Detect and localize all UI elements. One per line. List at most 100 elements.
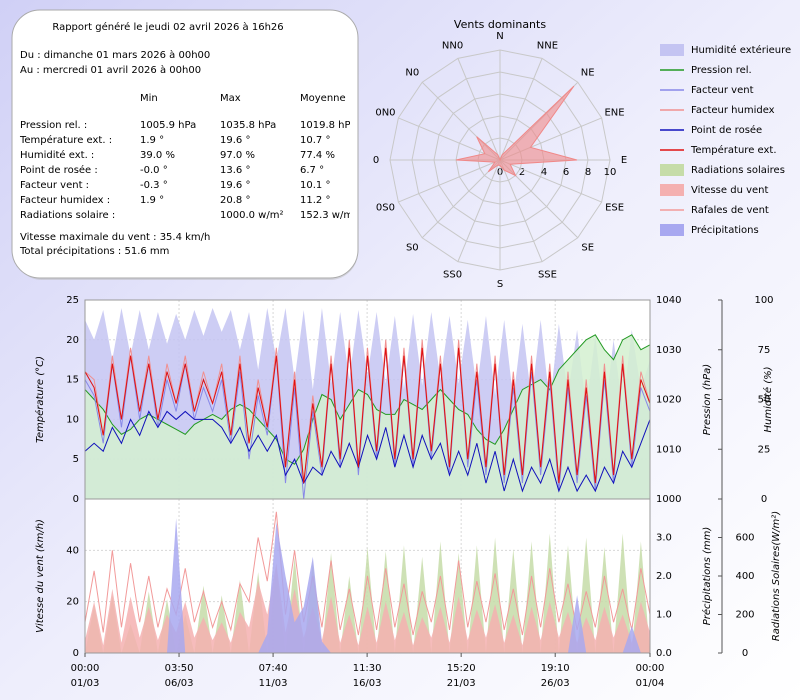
y-tick-label: 40	[66, 545, 79, 556]
x-tick-date: 01/04	[636, 678, 665, 689]
row-max: 97.0 %	[220, 150, 255, 161]
y3-axis-title: Radiations Solaires(W/m²)	[771, 511, 782, 641]
row-label: Humidité ext. :	[20, 149, 94, 161]
area	[85, 533, 650, 653]
radar-spoke	[499, 159, 602, 203]
radar-direction: SS0	[443, 270, 462, 281]
y2-tick-label: 1030	[656, 345, 681, 356]
y2-tick-label: 1000	[656, 494, 681, 505]
row-mean: 77.4 %	[300, 150, 335, 161]
x-tick-label: 00:00	[636, 663, 665, 674]
radar-direction: NNE	[537, 40, 558, 51]
legend-swatch	[660, 184, 684, 196]
area	[85, 334, 650, 499]
radar-spoke	[499, 159, 543, 262]
y3-tick-label: 75	[758, 345, 771, 356]
y3-tick-label: 100	[754, 295, 773, 306]
y2-tick-label: 1020	[656, 395, 681, 406]
row-mean: 6.7 °	[300, 165, 324, 176]
row-mean: 10.1 °	[300, 180, 330, 191]
y2-tick-label: 1010	[656, 444, 681, 455]
plots: Vents dominants 0 2 4 6 8 10 N NNE NE ENE E ESE SE SSE…	[34, 18, 791, 689]
row-label: Facteur humidex :	[20, 195, 110, 206]
x-tick-date: 26/03	[541, 678, 570, 689]
row-mean: 152.3 w/m²	[300, 210, 357, 221]
y-tick-label: 20	[66, 597, 79, 608]
line	[84, 410, 651, 493]
legend-label: Radiations solaires	[691, 165, 785, 176]
radar-area	[455, 85, 578, 177]
y2-tick-label: 1040	[656, 295, 681, 306]
row-min: -0.3 °	[140, 180, 168, 191]
radar-spoke	[457, 58, 501, 161]
radar-direction: SE	[581, 243, 594, 254]
x-tick-label: 11:30	[353, 663, 382, 674]
y-tick-label: 20	[66, 335, 79, 346]
radar-direction: 0	[373, 155, 379, 166]
y2-axis-title: Précipitations (mm)	[701, 527, 713, 626]
row-label: Pression rel. :	[20, 120, 87, 131]
radar-direction: E	[621, 155, 627, 166]
y3-axis-title: Humidité (%)	[762, 366, 774, 432]
x-tick-date: 16/03	[353, 678, 382, 689]
legend-label: Vitesse du vent	[691, 185, 768, 196]
legend-label: Rafales de vent	[691, 205, 769, 216]
row-mean: 1019.8 hPa	[300, 120, 356, 131]
legend-label: Température ext.	[690, 144, 777, 156]
max-wind: Vitesse maximale du vent : 35.4 km/h	[20, 232, 210, 243]
y2-tick-label: 1.0	[656, 610, 672, 621]
legend-label: Facteur vent	[691, 85, 754, 96]
row-min: 1.9 °	[140, 195, 164, 206]
radar-title: Vents dominants	[454, 18, 546, 31]
radar-tick-label: 8	[585, 167, 591, 178]
radar-direction: S0	[406, 243, 419, 254]
x-tick-label: 19:10	[541, 663, 570, 674]
row-label: Facteur vent :	[20, 180, 89, 191]
legend-label: Pression rel.	[691, 65, 752, 76]
x-tick-label: 07:40	[259, 663, 288, 674]
y-tick-label: 0	[73, 648, 79, 659]
radar-tick-label: 10	[604, 167, 617, 178]
radar-direction: NN0	[442, 40, 463, 51]
radar-spoke	[398, 159, 501, 203]
x-tick-label: 15:20	[447, 663, 476, 674]
period-to: Au : mercredi 01 avril 2026 à 00h00	[20, 64, 201, 76]
y3-tick-label: 0	[761, 494, 767, 505]
summary-text: Rapport généré le jeudi 02 avril 2026 à …	[19, 21, 357, 257]
row-min: 39.0 %	[140, 150, 175, 161]
radar-tick-label: 6	[563, 167, 569, 178]
radar-spoke	[398, 117, 501, 161]
row-max: 1000.0 w/m²	[220, 210, 283, 221]
y2-tick-label: 2.0	[656, 571, 672, 582]
row-mean: 10.7 °	[300, 135, 330, 146]
legend-label: Facteur humidex	[691, 105, 775, 116]
radar-direction: N0	[405, 67, 419, 78]
radar-spoke	[457, 159, 501, 262]
y-tick-label: 0	[73, 494, 79, 505]
legend-label: Précipitations	[691, 224, 759, 236]
x-tick-date: 06/03	[165, 678, 194, 689]
x-tick-label: 03:50	[165, 663, 194, 674]
y3-tick-label: 50	[758, 395, 771, 406]
row-max: 1035.8 hPa	[220, 120, 276, 131]
radar-tick-label: 2	[519, 167, 525, 178]
row-max: 19.6 °	[220, 135, 250, 146]
y3-tick-label: 0	[742, 648, 748, 659]
area	[85, 563, 650, 653]
x-tick-date: 11/03	[259, 678, 288, 689]
y-axis-title: Vitesse du vent (km/h)	[35, 519, 46, 633]
y-tick-label: 15	[66, 375, 79, 386]
radar-direction: NE	[581, 67, 595, 78]
y2-tick-label: 3.0	[656, 533, 672, 544]
legend-label: Humidité extérieure	[691, 44, 791, 56]
period-from: Du : dimanche 01 mars 2026 à 00h00	[20, 49, 210, 61]
report-title: Rapport généré le jeudi 02 avril 2026 à …	[52, 21, 283, 33]
column-header: Max	[220, 93, 241, 104]
row-label: Point de rosée :	[20, 164, 98, 176]
total-rain: Total précipitations : 51.6 mm	[19, 245, 169, 257]
radar-direction: ESE	[605, 202, 624, 213]
row-min: 1005.9 hPa	[140, 120, 196, 131]
radar-direction: 0N0	[375, 108, 395, 119]
row-min: 1.9 °	[140, 135, 164, 146]
